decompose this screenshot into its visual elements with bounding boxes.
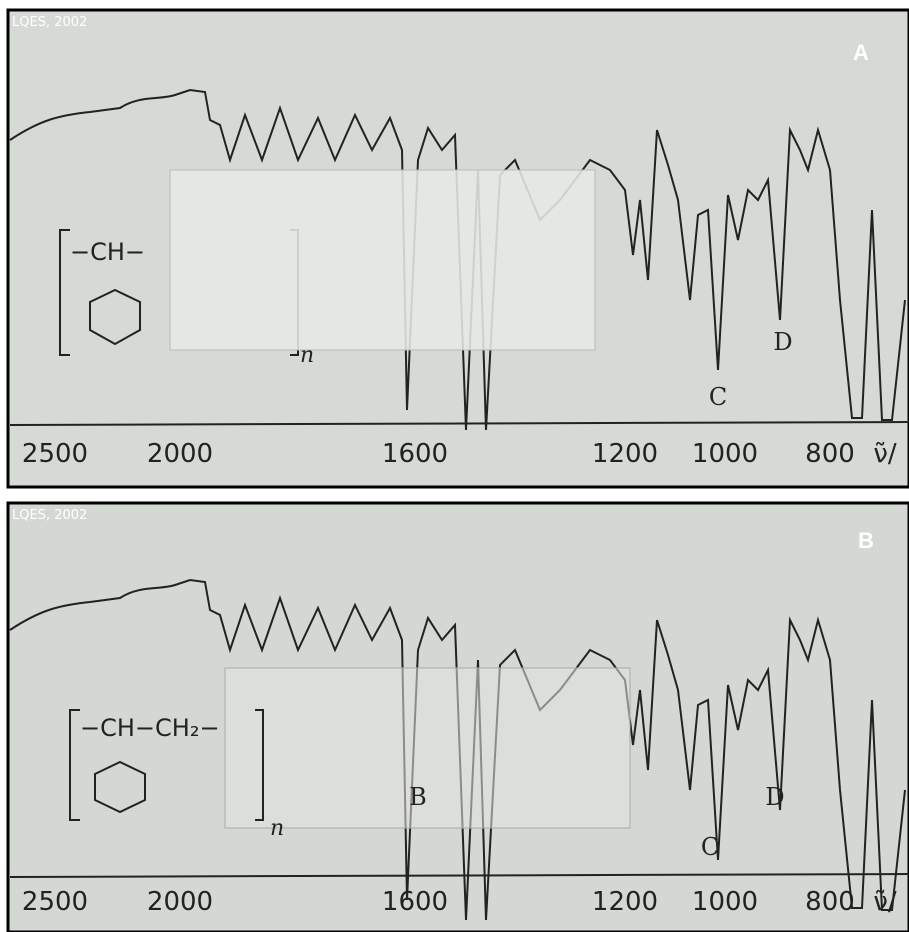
peak-label: C xyxy=(709,383,727,411)
crystal-plate xyxy=(169,169,596,351)
axis-label: 800 xyxy=(805,887,855,917)
peak-label: C xyxy=(701,833,719,861)
peak-label: D xyxy=(773,328,792,356)
axis-label: ν̃/ xyxy=(873,439,897,469)
axis-label: 2000 xyxy=(147,439,213,469)
axis-label: 1600 xyxy=(382,887,448,917)
crystal-plate xyxy=(224,667,631,829)
benzene-ring xyxy=(89,288,141,346)
axis-label: 2500 xyxy=(22,887,88,917)
structure-subscript: n xyxy=(300,343,314,368)
structure-unit: −CH−CH₂− xyxy=(80,714,220,742)
credit: LQES, 2002 xyxy=(12,15,87,30)
axis-label: 800 xyxy=(805,439,855,469)
axis-label: 1000 xyxy=(692,887,758,917)
structure-subscript: n xyxy=(270,816,284,841)
axis-label: 1200 xyxy=(592,439,658,469)
panel-b: LQES, 2002 B −CH−CH₂− n 2500 2000 1600 1200… xyxy=(6,501,909,932)
axis-label: ν̃/ xyxy=(873,887,897,917)
peak-label: B xyxy=(409,783,427,811)
axis-label: 1000 xyxy=(692,439,758,469)
benzene-ring xyxy=(94,760,146,814)
axis-line xyxy=(9,421,909,426)
axis-line xyxy=(9,873,909,878)
axis-label: 2500 xyxy=(22,439,88,469)
panel-label: B xyxy=(858,528,874,553)
peak-label: D xyxy=(765,783,784,811)
panel-label: A xyxy=(853,40,869,65)
bracket xyxy=(69,709,264,821)
axis-label: 1600 xyxy=(382,439,448,469)
structure-unit: −CH− xyxy=(70,238,145,266)
panel-a: LQES, 2002 A −CH− n 2500 2000 1600 1200 1000… xyxy=(6,8,909,489)
axis-label: 1200 xyxy=(592,887,658,917)
axis-label: 2000 xyxy=(147,887,213,917)
credit: LQES, 2002 xyxy=(12,508,87,523)
